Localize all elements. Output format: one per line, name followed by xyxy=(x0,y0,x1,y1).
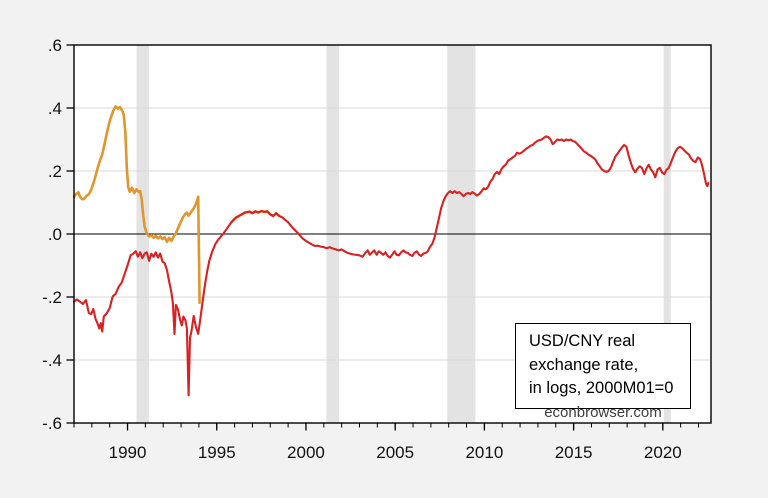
x-tick-label: 1995 xyxy=(198,443,236,462)
legend-line-3: in logs, 2000M01=0 xyxy=(529,379,674,397)
watermark-econbrowser: econbrowser.com xyxy=(544,404,662,421)
y-tick-label: -.2 xyxy=(42,288,62,307)
y-tick-label: .0 xyxy=(48,225,62,244)
legend-box: USD/CNY real exchange rate, in logs, 200… xyxy=(515,323,691,409)
x-tick-label: 1990 xyxy=(109,443,147,462)
series-market-red xyxy=(72,135,710,397)
y-tick-label: .6 xyxy=(48,36,62,55)
legend-line-1: USD/CNY real xyxy=(529,332,636,350)
y-tick-label: -.4 xyxy=(42,351,62,370)
legend-line-2: exchange rate, xyxy=(529,355,639,374)
x-tick-label: 2015 xyxy=(555,443,593,462)
x-tick-label: 2020 xyxy=(644,443,682,462)
y-tick-label: -.6 xyxy=(42,414,62,433)
y-tick-label: .4 xyxy=(48,99,62,118)
x-tick-label: 2010 xyxy=(465,443,503,462)
x-tick-label: 2000 xyxy=(287,443,325,462)
x-tick-label: 2005 xyxy=(376,443,414,462)
y-tick-label: .2 xyxy=(48,162,62,181)
y-axis: .6 .4 .2 .0 -.2 -.4 -.6 xyxy=(42,36,74,433)
x-axis: 1990 1995 2000 2005 2010 2015 2020 xyxy=(73,423,700,462)
